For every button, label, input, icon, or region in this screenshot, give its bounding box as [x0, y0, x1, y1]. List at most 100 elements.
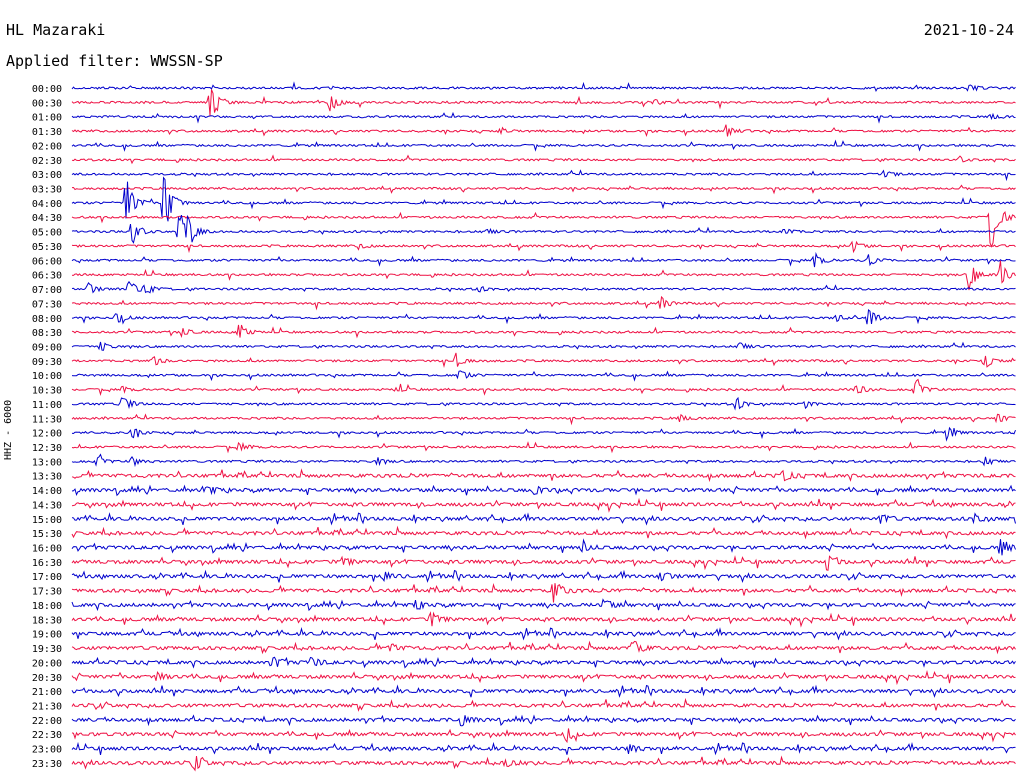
time-label: 02:30	[32, 156, 62, 167]
trace-row	[71, 240, 1016, 254]
trace-row	[71, 728, 1016, 744]
time-label: 08:30	[32, 328, 62, 339]
applied-filter: Applied filter: WWSSN-SP	[6, 52, 223, 70]
trace-row	[71, 611, 1016, 628]
time-label: 14:00	[32, 486, 62, 497]
trace-row	[71, 525, 1016, 540]
time-label: 06:30	[32, 271, 62, 282]
trace-row	[71, 111, 1016, 124]
time-label: 09:30	[32, 357, 62, 368]
time-label: 20:30	[32, 673, 62, 684]
trace-row	[71, 210, 1016, 248]
trace-row	[71, 538, 1016, 556]
time-label: 13:00	[32, 457, 62, 468]
trace-row	[71, 453, 1016, 468]
trace-row	[71, 81, 1016, 93]
time-label: 18:30	[32, 615, 62, 626]
time-label: 19:00	[32, 630, 62, 641]
trace-row	[71, 441, 1016, 454]
time-label: 17:00	[32, 572, 62, 583]
time-label: 02:00	[32, 141, 62, 152]
trace-row	[71, 640, 1016, 655]
time-label: 13:30	[32, 472, 62, 483]
time-label: 23:00	[32, 745, 62, 756]
trace-row	[71, 378, 1016, 396]
trace-row	[71, 741, 1016, 756]
trace-row	[71, 370, 1016, 382]
trace-row	[71, 184, 1016, 195]
time-label: 12:00	[32, 429, 62, 440]
time-label: 21:00	[32, 687, 62, 698]
time-label: 04:00	[32, 199, 62, 210]
trace-row	[71, 295, 1016, 311]
trace-row	[71, 755, 1016, 772]
trace-row	[71, 684, 1016, 698]
time-label: 00:30	[32, 98, 62, 109]
trace-row	[71, 484, 1016, 497]
time-label: 16:00	[32, 544, 62, 555]
trace-row	[71, 308, 1016, 325]
time-label: 10:00	[32, 371, 62, 382]
trace-row	[71, 352, 1016, 368]
time-label: 06:00	[32, 256, 62, 267]
trace-row	[71, 124, 1016, 138]
time-label: 07:00	[32, 285, 62, 296]
time-label: 18:00	[32, 601, 62, 612]
trace-row	[71, 169, 1016, 182]
time-label: 20:00	[32, 658, 62, 669]
time-label: 03:00	[32, 170, 62, 181]
time-label: 14:30	[32, 500, 62, 511]
trace-row	[71, 89, 1016, 116]
trace-row	[71, 426, 1016, 442]
trace-row	[71, 598, 1016, 612]
time-label: 22:30	[32, 730, 62, 741]
trace-row	[71, 324, 1016, 339]
time-label: 23:30	[32, 759, 62, 770]
trace-row	[71, 214, 1016, 244]
trace-row	[71, 656, 1016, 669]
time-label: 16:30	[32, 558, 62, 569]
trace-row	[71, 396, 1016, 411]
time-label: 12:30	[32, 443, 62, 454]
trace-row	[71, 555, 1016, 571]
time-label: 10:30	[32, 386, 62, 397]
time-label: 21:30	[32, 701, 62, 712]
seismic-traces	[71, 81, 1016, 772]
trace-row	[71, 497, 1016, 513]
time-labels: 00:00 00:30 01:00 01:30 02:00 02:30 03:00 03:30…	[32, 84, 62, 770]
trace-row	[71, 626, 1016, 641]
time-label: 04:30	[32, 213, 62, 224]
time-label: 17:30	[32, 587, 62, 598]
time-label: 11:30	[32, 414, 62, 425]
time-label: 11:00	[32, 400, 62, 411]
trace-row	[71, 251, 1016, 268]
time-label: 01:30	[32, 127, 62, 138]
record-date: 2021-10-24	[923, 21, 1014, 39]
trace-row	[71, 582, 1016, 603]
trace-row	[71, 569, 1016, 583]
trace-row	[71, 260, 1016, 291]
trace-row	[71, 139, 1016, 152]
time-label: 15:00	[32, 515, 62, 526]
time-label: 03:30	[32, 185, 62, 196]
trace-row	[71, 697, 1016, 712]
time-label: 22:00	[32, 716, 62, 727]
time-label: 01:00	[32, 113, 62, 124]
trace-row	[71, 413, 1016, 426]
time-label: 00:00	[32, 84, 62, 95]
trace-row	[71, 714, 1016, 727]
trace-row	[71, 154, 1016, 165]
station-name: HL Mazaraki	[6, 21, 106, 39]
trace-row	[71, 341, 1016, 351]
trace-row	[71, 512, 1016, 526]
trace-row	[71, 176, 1016, 222]
trace-row	[71, 468, 1016, 483]
trace-row	[71, 280, 1016, 294]
time-label: 08:00	[32, 314, 62, 325]
time-label: 05:00	[32, 228, 62, 239]
time-label: 05:30	[32, 242, 62, 253]
time-label: 07:30	[32, 299, 62, 310]
trace-row	[71, 670, 1016, 686]
time-label: 09:00	[32, 342, 62, 353]
